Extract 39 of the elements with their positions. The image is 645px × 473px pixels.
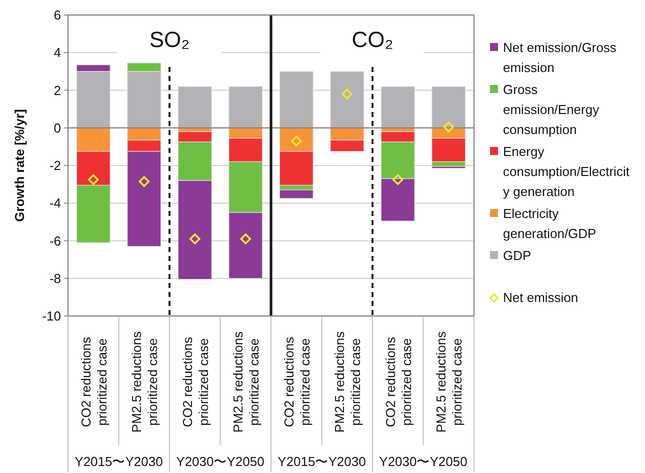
legend-label: Electricity generation/GDP	[503, 206, 596, 241]
point	[392, 174, 404, 186]
y-tick-label: -8	[49, 270, 61, 286]
x-tick-label: CO2 reductions prioritized case	[180, 336, 211, 428]
point	[240, 233, 252, 244]
text: Y2030〜Y2050	[176, 454, 264, 469]
point	[443, 122, 454, 132]
y-tick-label: 4	[54, 45, 61, 60]
legend-label: Energy consumption/Electricity generation	[503, 144, 630, 199]
bar	[380, 86, 415, 128]
point	[189, 233, 200, 244]
bar	[178, 86, 212, 128]
y-axis-title: Growth rate [%/yr]	[12, 109, 27, 222]
text: Y2015〜Y2030	[74, 454, 163, 469]
x-tick-label: PM2.5 reductions prioritized case	[129, 330, 160, 433]
y-tick-label: 2	[54, 82, 61, 98]
x-tick-label: CO2 reductions prioritized case	[382, 336, 414, 428]
x-tick-label: PM2.5 reductions prioritized case	[434, 330, 465, 433]
point	[88, 174, 99, 186]
annotation: CO₂	[352, 27, 394, 52]
x-tick-label: CO2 reductions prioritized case	[78, 336, 110, 428]
y-tick-label: 0	[54, 120, 61, 136]
text: Y2015〜Y2030	[278, 454, 366, 469]
x-tick-label: PM2.5 reductions prioritized case	[332, 330, 364, 433]
x-tick-label: CO2 reductions prioritized case	[281, 336, 312, 428]
y-tick-label: 6	[54, 8, 61, 22]
y-tick-label: -4	[49, 196, 61, 211]
annotation: SO₂	[149, 27, 190, 52]
y-tick-label: -6	[49, 233, 61, 248]
legend-label: GDP	[503, 248, 532, 263]
x-tick-label: PM2.5 reductions prioritized case	[230, 330, 262, 433]
y-tick-label: -10	[42, 308, 61, 324]
legend-label: Net emission/Gross emission	[503, 40, 617, 75]
point	[342, 88, 353, 100]
legend-label: Net emission	[503, 290, 578, 305]
text: Y2030〜Y2050	[379, 454, 468, 469]
point	[138, 176, 150, 187]
y-tick-label: -2	[49, 158, 61, 173]
legend-label: Gross emission/Energy consumption	[503, 82, 600, 137]
